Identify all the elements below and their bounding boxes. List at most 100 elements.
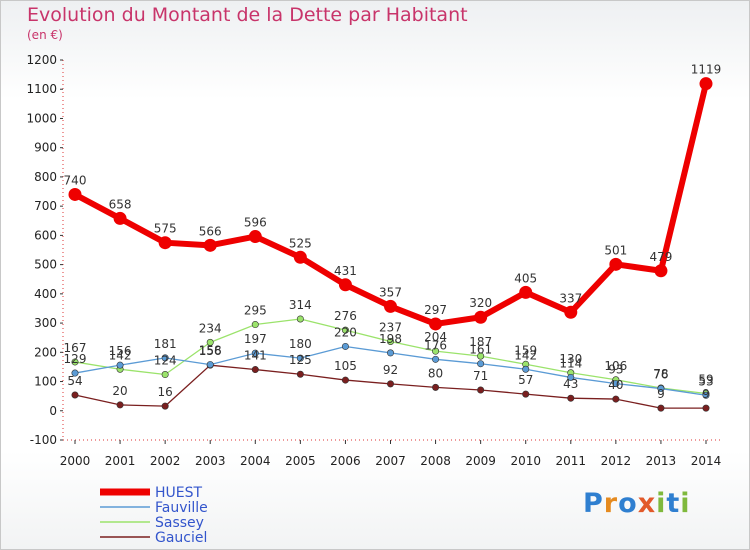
y-tick-label: 1200 [26, 53, 57, 67]
data-label: 320 [469, 296, 492, 310]
data-label: 9 [702, 387, 710, 401]
x-tick-label: 2002 [150, 454, 181, 468]
data-label: 53 [698, 374, 713, 388]
y-tick-label: 500 [34, 258, 57, 272]
y-tick-label: 1000 [26, 111, 57, 125]
data-label: 130 [559, 352, 582, 366]
y-tick-label: 400 [34, 287, 57, 301]
data-label: 180 [289, 337, 312, 351]
data-label: 431 [334, 264, 357, 278]
data-label: 740 [64, 173, 87, 187]
x-tick-label: 2000 [60, 454, 91, 468]
data-point [477, 352, 485, 360]
x-tick-label: 2004 [240, 454, 271, 468]
data-label: 314 [289, 298, 312, 312]
y-tick-label: 600 [34, 228, 57, 242]
data-label: 596 [244, 216, 267, 230]
data-point [116, 401, 124, 409]
data-label: 142 [109, 348, 132, 362]
data-point [477, 360, 485, 368]
data-label: 658 [109, 197, 132, 211]
data-label: 181 [154, 337, 177, 351]
data-labels: 740 658 575 566 596 525 431 357 297 320 405 337 501 4… [64, 63, 722, 401]
data-point [609, 257, 623, 271]
data-point [386, 380, 394, 388]
data-point [657, 385, 665, 393]
legend-label-fauville: Fauville [155, 500, 208, 516]
x-tick-label: 2011 [556, 454, 587, 468]
data-label: 141 [244, 349, 267, 363]
data-label: 76 [653, 368, 668, 382]
legend-label-gauciel: Gauciel [155, 530, 207, 546]
data-label: 167 [64, 341, 87, 355]
data-label: 40 [608, 378, 623, 392]
data-point [341, 342, 349, 350]
data-label: 156 [199, 344, 222, 358]
data-point [251, 366, 259, 374]
data-point [699, 77, 713, 91]
data-point [432, 355, 440, 363]
x-tick-label: 2014 [691, 454, 722, 468]
data-point [654, 264, 668, 278]
y-tick-label: 1100 [26, 82, 57, 96]
data-point [564, 305, 578, 319]
data-label: 142 [514, 348, 537, 362]
data-point [338, 278, 352, 292]
y-tick-label: 100 [34, 375, 57, 389]
data-label: 105 [334, 359, 357, 373]
data-point [71, 358, 79, 366]
data-label: 9 [657, 387, 665, 401]
data-label: 479 [649, 250, 672, 264]
data-label: 156 [109, 344, 132, 358]
data-point [203, 238, 217, 252]
data-label: 405 [514, 271, 537, 285]
data-point [567, 373, 575, 381]
data-label: 125 [289, 353, 312, 367]
data-point [158, 236, 172, 250]
data-point [386, 337, 394, 345]
chart-title: Evolution du Montant de la Dette par Hab… [27, 4, 468, 26]
data-point [251, 321, 259, 329]
data-label: 114 [559, 356, 582, 370]
data-label: 204 [424, 330, 447, 344]
y-tick-label: 300 [34, 316, 57, 330]
data-label: 501 [604, 243, 627, 257]
data-point [567, 394, 575, 402]
data-label: 575 [154, 222, 177, 236]
y-tick-label: 900 [34, 141, 57, 155]
data-label: 124 [154, 354, 177, 368]
data-label: 297 [424, 303, 447, 317]
data-label: 20 [112, 384, 127, 398]
data-point [341, 376, 349, 384]
data-point [519, 285, 533, 299]
logo-letter: t [666, 488, 681, 519]
data-point [612, 380, 620, 388]
data-point [341, 326, 349, 334]
data-label: 161 [469, 343, 492, 357]
legend-label-huest: HUEST [155, 485, 203, 501]
data-label: 176 [424, 338, 447, 352]
data-label: 158 [199, 344, 222, 358]
data-point [206, 361, 214, 369]
data-label: 197 [244, 332, 267, 346]
x-tick-label: 2013 [646, 454, 677, 468]
data-label: 357 [379, 285, 402, 299]
x-tick-label: 2003 [195, 454, 226, 468]
data-label: 295 [244, 304, 267, 318]
data-point [429, 317, 443, 331]
data-label: 92 [383, 363, 398, 377]
data-point [71, 369, 79, 377]
logo-letter: o [618, 488, 638, 519]
legend-label-sassey: Sassey [155, 515, 204, 531]
x-tick-label: 2001 [105, 454, 136, 468]
data-point [702, 404, 710, 412]
data-point [251, 349, 259, 357]
data-point [161, 371, 169, 379]
data-label: 43 [563, 377, 578, 391]
data-label: 129 [64, 352, 87, 366]
chart-subtitle: (en €) [27, 28, 63, 42]
data-point [522, 390, 530, 398]
y-tick-label: 200 [34, 345, 57, 359]
